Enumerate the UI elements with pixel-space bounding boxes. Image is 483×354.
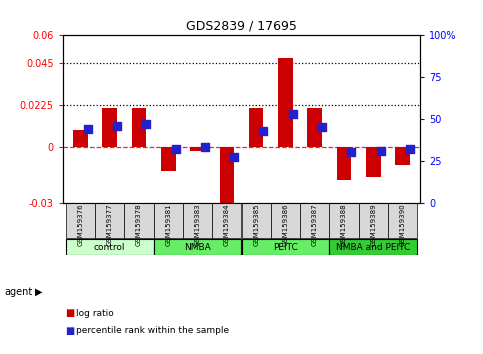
Text: percentile rank within the sample: percentile rank within the sample — [76, 326, 229, 336]
Text: NMBA and PEITC: NMBA and PEITC — [336, 242, 411, 252]
Bar — [212, 202, 242, 238]
Bar — [242, 202, 271, 238]
Bar — [359, 202, 388, 238]
Bar — [249, 108, 263, 147]
Point — [347, 150, 355, 155]
Point — [172, 146, 180, 152]
Point — [289, 111, 297, 117]
Text: GSM159377: GSM159377 — [107, 204, 113, 246]
Text: GSM159390: GSM159390 — [399, 204, 406, 246]
Text: PEITC: PEITC — [273, 242, 298, 252]
Bar — [395, 147, 410, 165]
Text: GSM159376: GSM159376 — [77, 204, 84, 246]
Bar — [337, 147, 351, 180]
Point — [201, 144, 209, 150]
Bar — [329, 239, 417, 255]
Bar — [366, 147, 381, 177]
Bar — [220, 147, 234, 208]
Bar — [242, 239, 329, 255]
Text: GSM159389: GSM159389 — [370, 204, 376, 246]
Point — [113, 123, 121, 129]
Text: ■: ■ — [65, 326, 74, 336]
Text: GSM159385: GSM159385 — [253, 204, 259, 246]
Bar — [102, 108, 117, 147]
Text: ■: ■ — [65, 308, 74, 318]
Text: GSM159386: GSM159386 — [283, 204, 288, 246]
Bar — [307, 108, 322, 147]
Point — [259, 128, 267, 133]
Text: GSM159378: GSM159378 — [136, 204, 142, 246]
Point — [230, 155, 238, 160]
Text: agent: agent — [5, 287, 33, 297]
Bar — [124, 202, 154, 238]
Text: GSM159383: GSM159383 — [195, 204, 200, 246]
Bar — [66, 202, 95, 238]
Point — [142, 121, 150, 127]
Bar — [95, 202, 124, 238]
Bar — [154, 202, 183, 238]
Title: GDS2839 / 17695: GDS2839 / 17695 — [186, 20, 297, 33]
Text: GSM159388: GSM159388 — [341, 204, 347, 246]
Text: GSM159387: GSM159387 — [312, 204, 318, 246]
Point — [406, 146, 414, 152]
Bar — [183, 202, 212, 238]
Bar — [161, 147, 176, 171]
Text: GSM159384: GSM159384 — [224, 204, 230, 246]
Text: control: control — [94, 242, 126, 252]
Bar — [190, 147, 205, 150]
Bar — [66, 239, 154, 255]
Point — [377, 148, 384, 154]
Bar — [278, 58, 293, 147]
Point — [84, 126, 92, 132]
Point — [318, 125, 326, 130]
Bar — [132, 108, 146, 147]
Text: NMBA: NMBA — [184, 242, 211, 252]
Text: ▶: ▶ — [35, 287, 43, 297]
Bar — [300, 202, 329, 238]
Bar — [154, 239, 242, 255]
Text: GSM159381: GSM159381 — [165, 204, 171, 246]
Bar — [73, 130, 88, 147]
Bar — [329, 202, 359, 238]
Bar — [271, 202, 300, 238]
Text: log ratio: log ratio — [76, 309, 114, 318]
Bar — [388, 202, 417, 238]
